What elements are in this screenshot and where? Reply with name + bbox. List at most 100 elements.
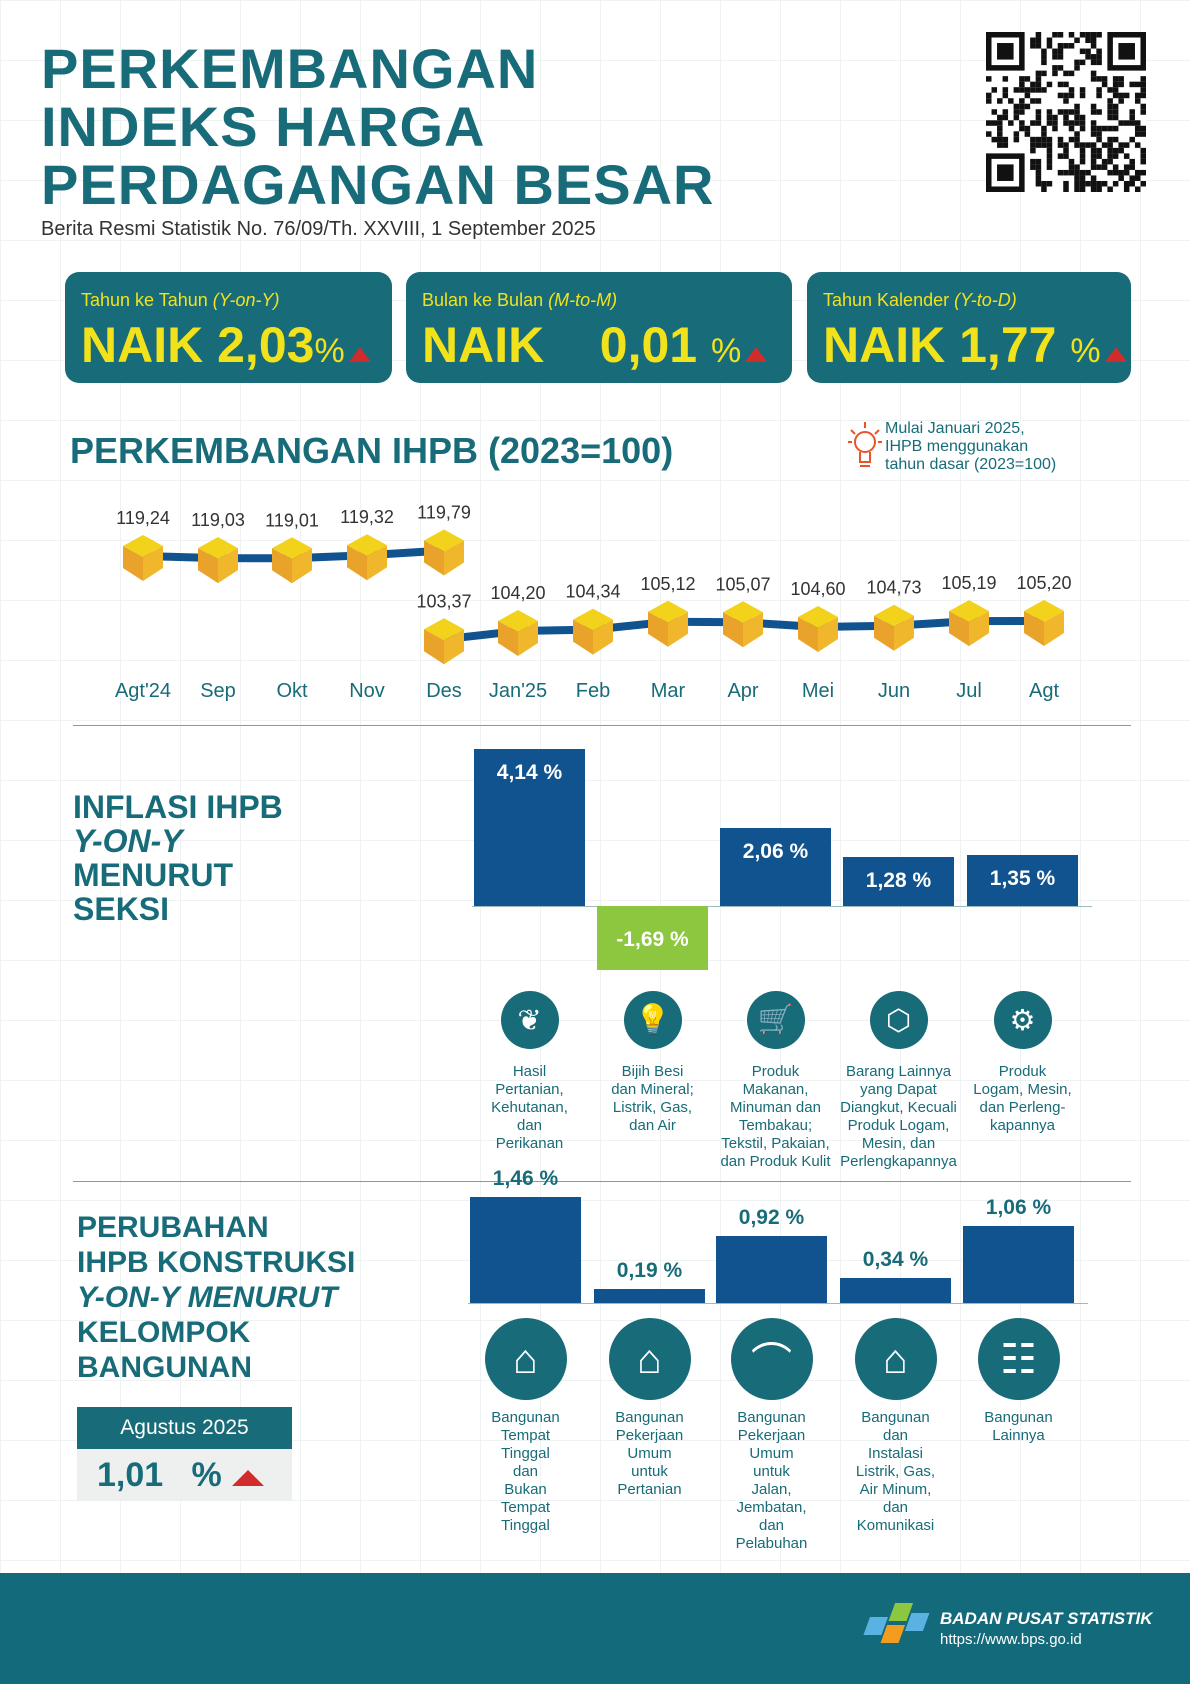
data-label: -1,69 % <box>616 928 689 951</box>
category-label-line: Bijih Besi <box>621 1063 684 1080</box>
data-label: 0,34 % <box>862 1248 929 1272</box>
mtm-card: Bulan ke Bulan (M-to-M) NAIK 0,01 % <box>406 272 792 383</box>
qr-code[interactable] <box>986 32 1146 192</box>
title-line: Y-ON-Y <box>73 823 183 859</box>
category-label-line: untuk <box>631 1463 668 1480</box>
data-label: 1,46 % <box>492 1167 559 1190</box>
ytd-card: Tahun Kalender (Y-to-D) NAIK 1,77 % <box>807 272 1131 383</box>
org-name: BADAN PUSAT STATISTIK <box>940 1609 1153 1628</box>
category-label-line: Produk <box>998 1063 1047 1080</box>
subtitle: Berita Resmi Statistik No. 76/09/Th. XXV… <box>41 218 596 240</box>
category-label-line: Jembatan, <box>736 1499 807 1516</box>
value: 0,01 <box>599 317 698 373</box>
card-label: Tahun Kalender <box>823 290 955 310</box>
category-label: Bangunan Lainnya <box>949 1409 1089 1445</box>
category-label-line: dan <box>516 1117 543 1134</box>
house-icon: ⌂ <box>484 1318 567 1400</box>
bps-logo <box>863 1603 930 1643</box>
x-tick-label: Jan'25 <box>489 680 547 702</box>
category-label-line: Barang Lainnya <box>845 1063 952 1080</box>
greenhouse-icon: ⌂ <box>608 1318 691 1400</box>
data-label: 105,20 <box>1016 573 1071 593</box>
category-label: Bangunan dan Instalasi Listrik, Gas, Air Min… <box>826 1409 966 1535</box>
cube-icon <box>198 537 238 584</box>
card-label: Tahun ke Tahun <box>81 290 213 310</box>
x-tick-label: Jun <box>878 680 910 702</box>
category-label-line: Tembakau; <box>738 1117 813 1134</box>
data-label: 119,03 <box>191 510 245 530</box>
category-label-line: Listrik, Gas, <box>612 1099 693 1116</box>
category-label-line: Kehutanan, <box>491 1099 568 1116</box>
data-label: 105,07 <box>715 574 770 594</box>
title-line: MENURUT <box>73 857 233 893</box>
construction-total-card: Agustus 2025 1,01 % <box>77 1407 292 1501</box>
base-year-note: Mulai Januari 2025, IHPB menggunakan tah… <box>885 420 1056 474</box>
category-label-line: Perikanan <box>495 1135 564 1152</box>
x-tick-label: Nov <box>349 680 385 702</box>
data-label: 105,19 <box>941 573 996 593</box>
period: Agustus 2025 <box>77 1407 292 1449</box>
value: 1,01 <box>97 1456 164 1494</box>
yoy-card: Tahun ke Tahun (Y-on-Y) NAIK 2,03% <box>65 272 392 383</box>
cube-icon <box>498 610 538 656</box>
lightbulb-icon <box>848 422 882 467</box>
gears-icon: ⚙ <box>993 991 1052 1049</box>
category-label-line: dan <box>512 1463 539 1480</box>
cube-icon <box>798 606 838 652</box>
category-label-line: Mesin, dan <box>861 1135 936 1152</box>
card-label-abbr: (M-to-M) <box>548 290 618 310</box>
category-label-line: dan Perleng- <box>979 1099 1066 1116</box>
title-line: PERUBAHAN <box>77 1211 269 1244</box>
category-label-line: Pekerjaan <box>737 1427 806 1444</box>
shopping-cart-icon: 🛒 <box>746 991 805 1049</box>
data-label: 0,19 % <box>616 1259 683 1283</box>
bar <box>594 1289 705 1303</box>
value: 1,77 <box>959 317 1057 373</box>
cube-icon <box>573 608 613 655</box>
category-label-line: Pertanian, <box>495 1081 564 1098</box>
category-label-line: Komunikasi <box>856 1517 935 1534</box>
unit: % <box>314 332 345 370</box>
category-label-line: dan <box>758 1517 785 1534</box>
card-label-abbr: (Y-on-Y) <box>212 290 280 310</box>
x-tick-label: Okt <box>276 680 308 702</box>
category-label-line: untuk <box>753 1463 790 1480</box>
data-label: 119,32 <box>340 507 394 527</box>
category-label-line: Air Minum, <box>859 1481 932 1498</box>
note-line: tahun dasar (2023=100) <box>885 456 1057 473</box>
bridge-icon: ⌒ <box>730 1318 813 1400</box>
category-label-line: Instalasi <box>867 1445 924 1462</box>
data-label: 1,28 % <box>865 869 932 893</box>
up-arrow-icon <box>745 347 768 362</box>
ihpb-line-chart: Agt'24 Sep Okt Nov Des Jan'25 Feb Mar Apr Mei Jun J… <box>115 503 1072 703</box>
up-arrow-icon <box>348 347 371 362</box>
website-link[interactable]: https://www.bps.go.id <box>940 1631 1082 1648</box>
data-label: 119,79 <box>417 503 471 523</box>
category-label-line: Pekerjaan <box>615 1427 684 1444</box>
zero-axis <box>468 1303 1088 1304</box>
category-label-line: Listrik, Gas, <box>855 1463 936 1480</box>
note-line: IHPB menggunakan <box>885 438 1029 455</box>
unit: % <box>711 332 742 370</box>
line-chart-title: PERKEMBANGAN IHPB (2023=100) <box>70 430 674 471</box>
category-label-line: Tinggal <box>501 1517 550 1534</box>
title-line-text: Y-ON-Y MENURUT <box>77 1281 338 1314</box>
category-label-line: Tempat <box>500 1499 551 1516</box>
x-tick-label: Mar <box>651 680 686 702</box>
unit: % <box>191 1456 222 1494</box>
title-line: PERDAGANGAN BESAR <box>41 153 715 216</box>
status: NAIK <box>422 317 545 373</box>
data-label: 104,73 <box>866 578 921 598</box>
note-line: Mulai Januari 2025, <box>885 420 1025 437</box>
category-label-line: Jalan, <box>751 1481 792 1498</box>
category-label-line: Bangunan <box>861 1409 930 1426</box>
data-label: 103,37 <box>416 591 471 611</box>
category-label-line: Tinggal <box>501 1445 550 1462</box>
zero-axis <box>472 906 1092 907</box>
category-label-line: Diangkut, Kecuali <box>840 1099 957 1116</box>
category-label-line: Minuman dan <box>730 1099 821 1116</box>
category-label-line: Lainnya <box>992 1427 1045 1444</box>
data-label: 1,06 % <box>985 1196 1052 1220</box>
title-line: SEKSI <box>73 891 170 927</box>
cube-icon <box>347 534 387 581</box>
